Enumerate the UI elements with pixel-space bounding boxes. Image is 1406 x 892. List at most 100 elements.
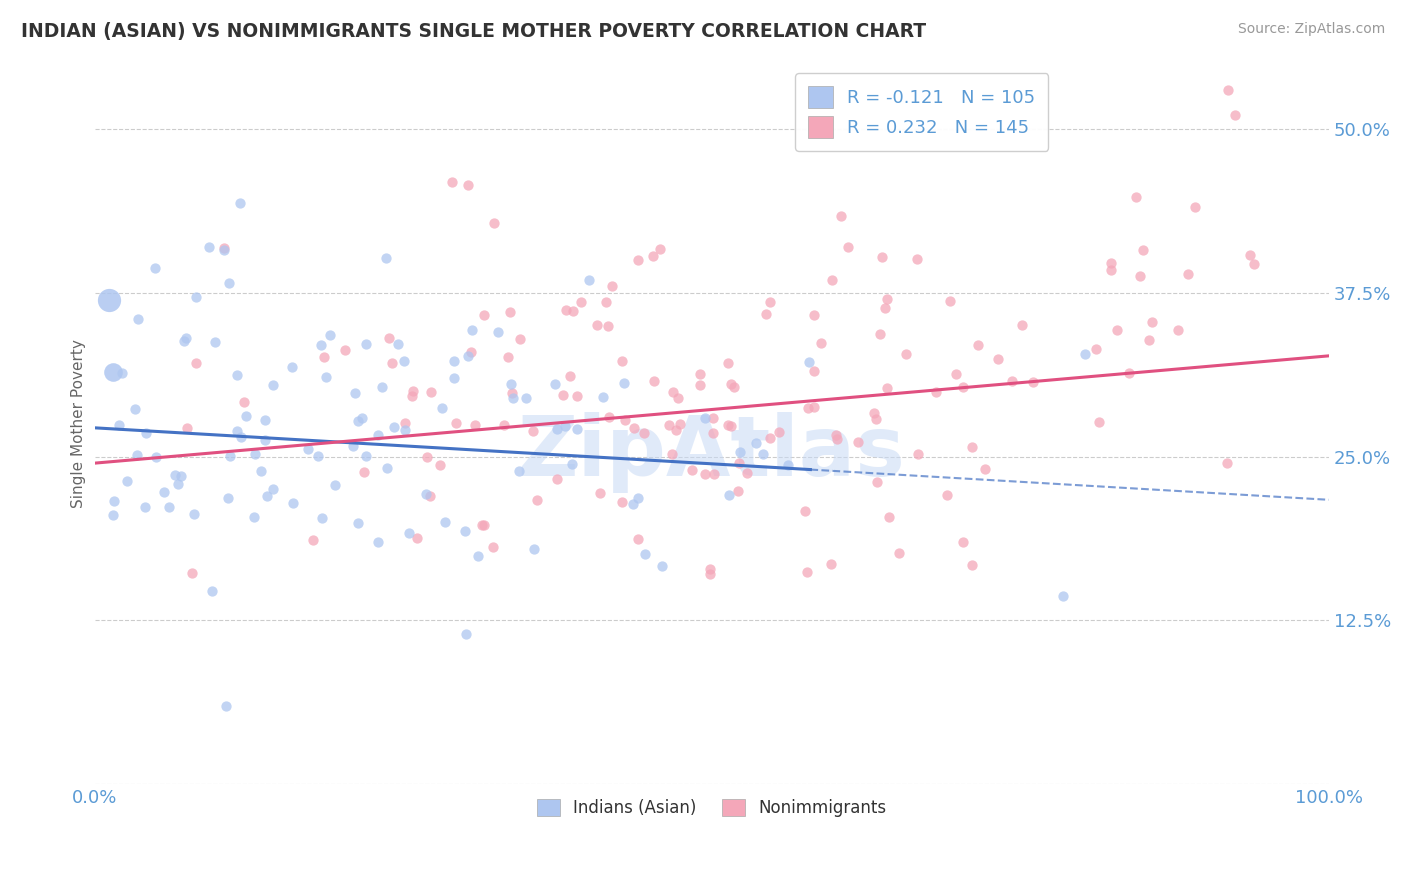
Point [218,276,240,290]
Point [1099,263,1122,277]
Point [987,351,1010,366]
Point [967,338,990,352]
Point [558,368,581,383]
Point [974,462,997,476]
Point [1225,108,1247,122]
Y-axis label: Single Mother Poverty: Single Mother Poverty [72,340,86,508]
Point [387,336,409,351]
Point [1140,315,1163,329]
Point [658,418,681,433]
Point [429,458,451,472]
Point [115,474,138,488]
Text: INDIAN (ASIAN) VS NONIMMIGRANTS SINGLE MOTHER POVERTY CORRELATION CHART: INDIAN (ASIAN) VS NONIMMIGRANTS SINGLE M… [21,22,927,41]
Point [561,458,583,472]
Point [1052,589,1074,603]
Point [235,409,257,423]
Point [430,401,453,415]
Point [229,430,252,444]
Point [896,346,918,360]
Point [457,349,479,363]
Point [796,565,818,579]
Point [755,307,778,321]
Point [262,482,284,496]
Point [907,447,929,461]
Point [768,425,790,439]
Point [945,368,967,382]
Point [394,423,416,437]
Point [627,491,650,505]
Point [848,434,870,449]
Point [406,531,429,545]
Point [803,363,825,377]
Point [124,402,146,417]
Point [307,449,329,463]
Point [626,253,648,268]
Point [723,379,745,393]
Point [952,380,974,394]
Point [354,450,377,464]
Point [502,391,524,405]
Point [197,239,219,253]
Point [837,240,859,254]
Point [254,413,277,427]
Point [1099,256,1122,270]
Point [302,533,325,547]
Point [661,446,683,460]
Point [1137,333,1160,347]
Point [875,301,897,316]
Point [472,518,495,533]
Point [226,368,249,382]
Point [501,385,523,400]
Point [669,417,692,431]
Point [960,558,983,573]
Point [1129,268,1152,283]
Point [314,350,336,364]
Point [229,195,252,210]
Point [905,252,928,266]
Point [689,377,711,392]
Point [720,376,742,391]
Point [551,388,574,402]
Point [523,542,546,557]
Point [232,395,254,409]
Point [681,463,703,477]
Point [1118,366,1140,380]
Point [367,535,389,549]
Point [1239,248,1261,262]
Point [876,381,898,395]
Point [371,380,394,394]
Point [353,465,375,479]
Point [565,389,588,403]
Point [952,535,974,549]
Point [589,485,612,500]
Point [467,549,489,563]
Point [578,273,600,287]
Point [183,508,205,522]
Point [633,426,655,441]
Point [925,385,948,400]
Point [1167,323,1189,337]
Point [728,445,751,459]
Point [1084,342,1107,356]
Point [398,525,420,540]
Point [343,385,366,400]
Point [103,494,125,508]
Point [735,466,758,480]
Point [256,489,278,503]
Point [454,524,477,539]
Point [245,447,267,461]
Point [651,559,673,574]
Point [1177,267,1199,281]
Point [938,293,960,308]
Point [214,243,236,257]
Point [471,517,494,532]
Point [509,332,531,346]
Point [204,335,226,350]
Point [1218,83,1240,97]
Point [661,384,683,399]
Text: ZipAtlas: ZipAtlas [517,412,905,493]
Point [1001,374,1024,388]
Point [744,436,766,450]
Point [689,367,711,381]
Point [752,448,775,462]
